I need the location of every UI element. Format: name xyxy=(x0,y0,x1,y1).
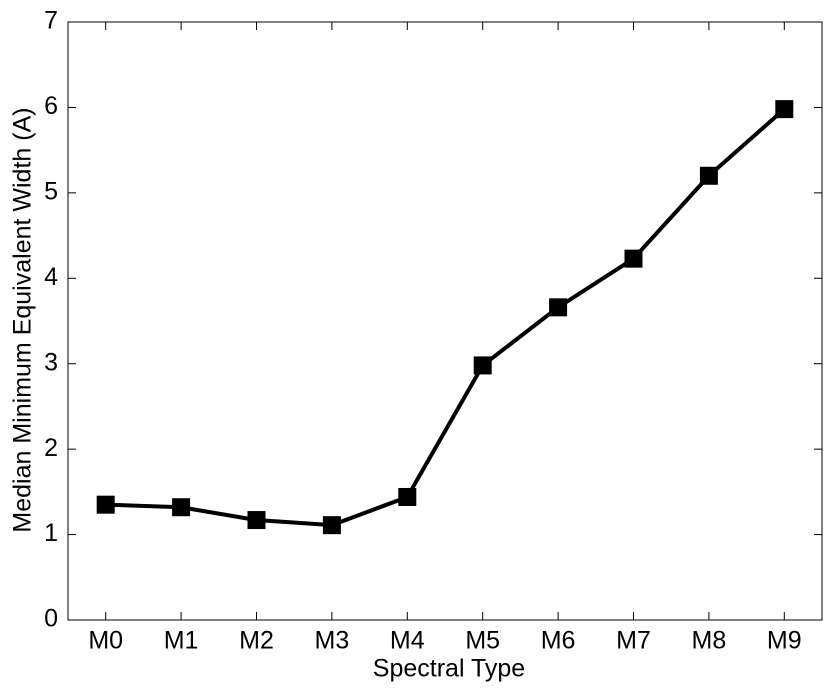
x-tick-label: M3 xyxy=(315,627,350,655)
marker xyxy=(247,511,266,530)
y-tick-label: 0 xyxy=(44,605,58,633)
marker xyxy=(624,249,643,268)
marker xyxy=(699,166,718,185)
y-tick-label: 6 xyxy=(44,92,58,120)
y-tick-label: 4 xyxy=(44,263,58,291)
y-tick-label: 3 xyxy=(44,348,58,376)
x-axis-label: Spectral Type xyxy=(373,655,525,683)
marker xyxy=(172,498,191,517)
marker xyxy=(96,495,115,514)
y-tick-label: 2 xyxy=(44,434,58,462)
data-line xyxy=(105,107,786,528)
marker xyxy=(473,356,492,375)
marker xyxy=(775,100,794,119)
x-tick-label: M7 xyxy=(616,627,651,655)
y-tick-label: 7 xyxy=(44,7,58,35)
x-tick-label: M0 xyxy=(88,627,123,655)
x-tick-label: M9 xyxy=(767,627,802,655)
y-tick-label: 5 xyxy=(44,177,58,205)
marker xyxy=(549,298,568,317)
x-tick-label: M4 xyxy=(390,627,425,655)
x-tick-label: M6 xyxy=(541,627,576,655)
x-tick-label: M8 xyxy=(692,627,727,655)
marker xyxy=(322,516,341,535)
x-tick-label: M5 xyxy=(465,627,500,655)
x-tick-label: M2 xyxy=(239,627,274,655)
y-tick-label: 1 xyxy=(44,519,58,547)
plot-frame xyxy=(67,21,823,621)
y-axis-label: Median Minimum Equivalent Width (A) xyxy=(9,107,37,532)
x-tick-label: M1 xyxy=(164,627,199,655)
marker xyxy=(398,487,417,506)
